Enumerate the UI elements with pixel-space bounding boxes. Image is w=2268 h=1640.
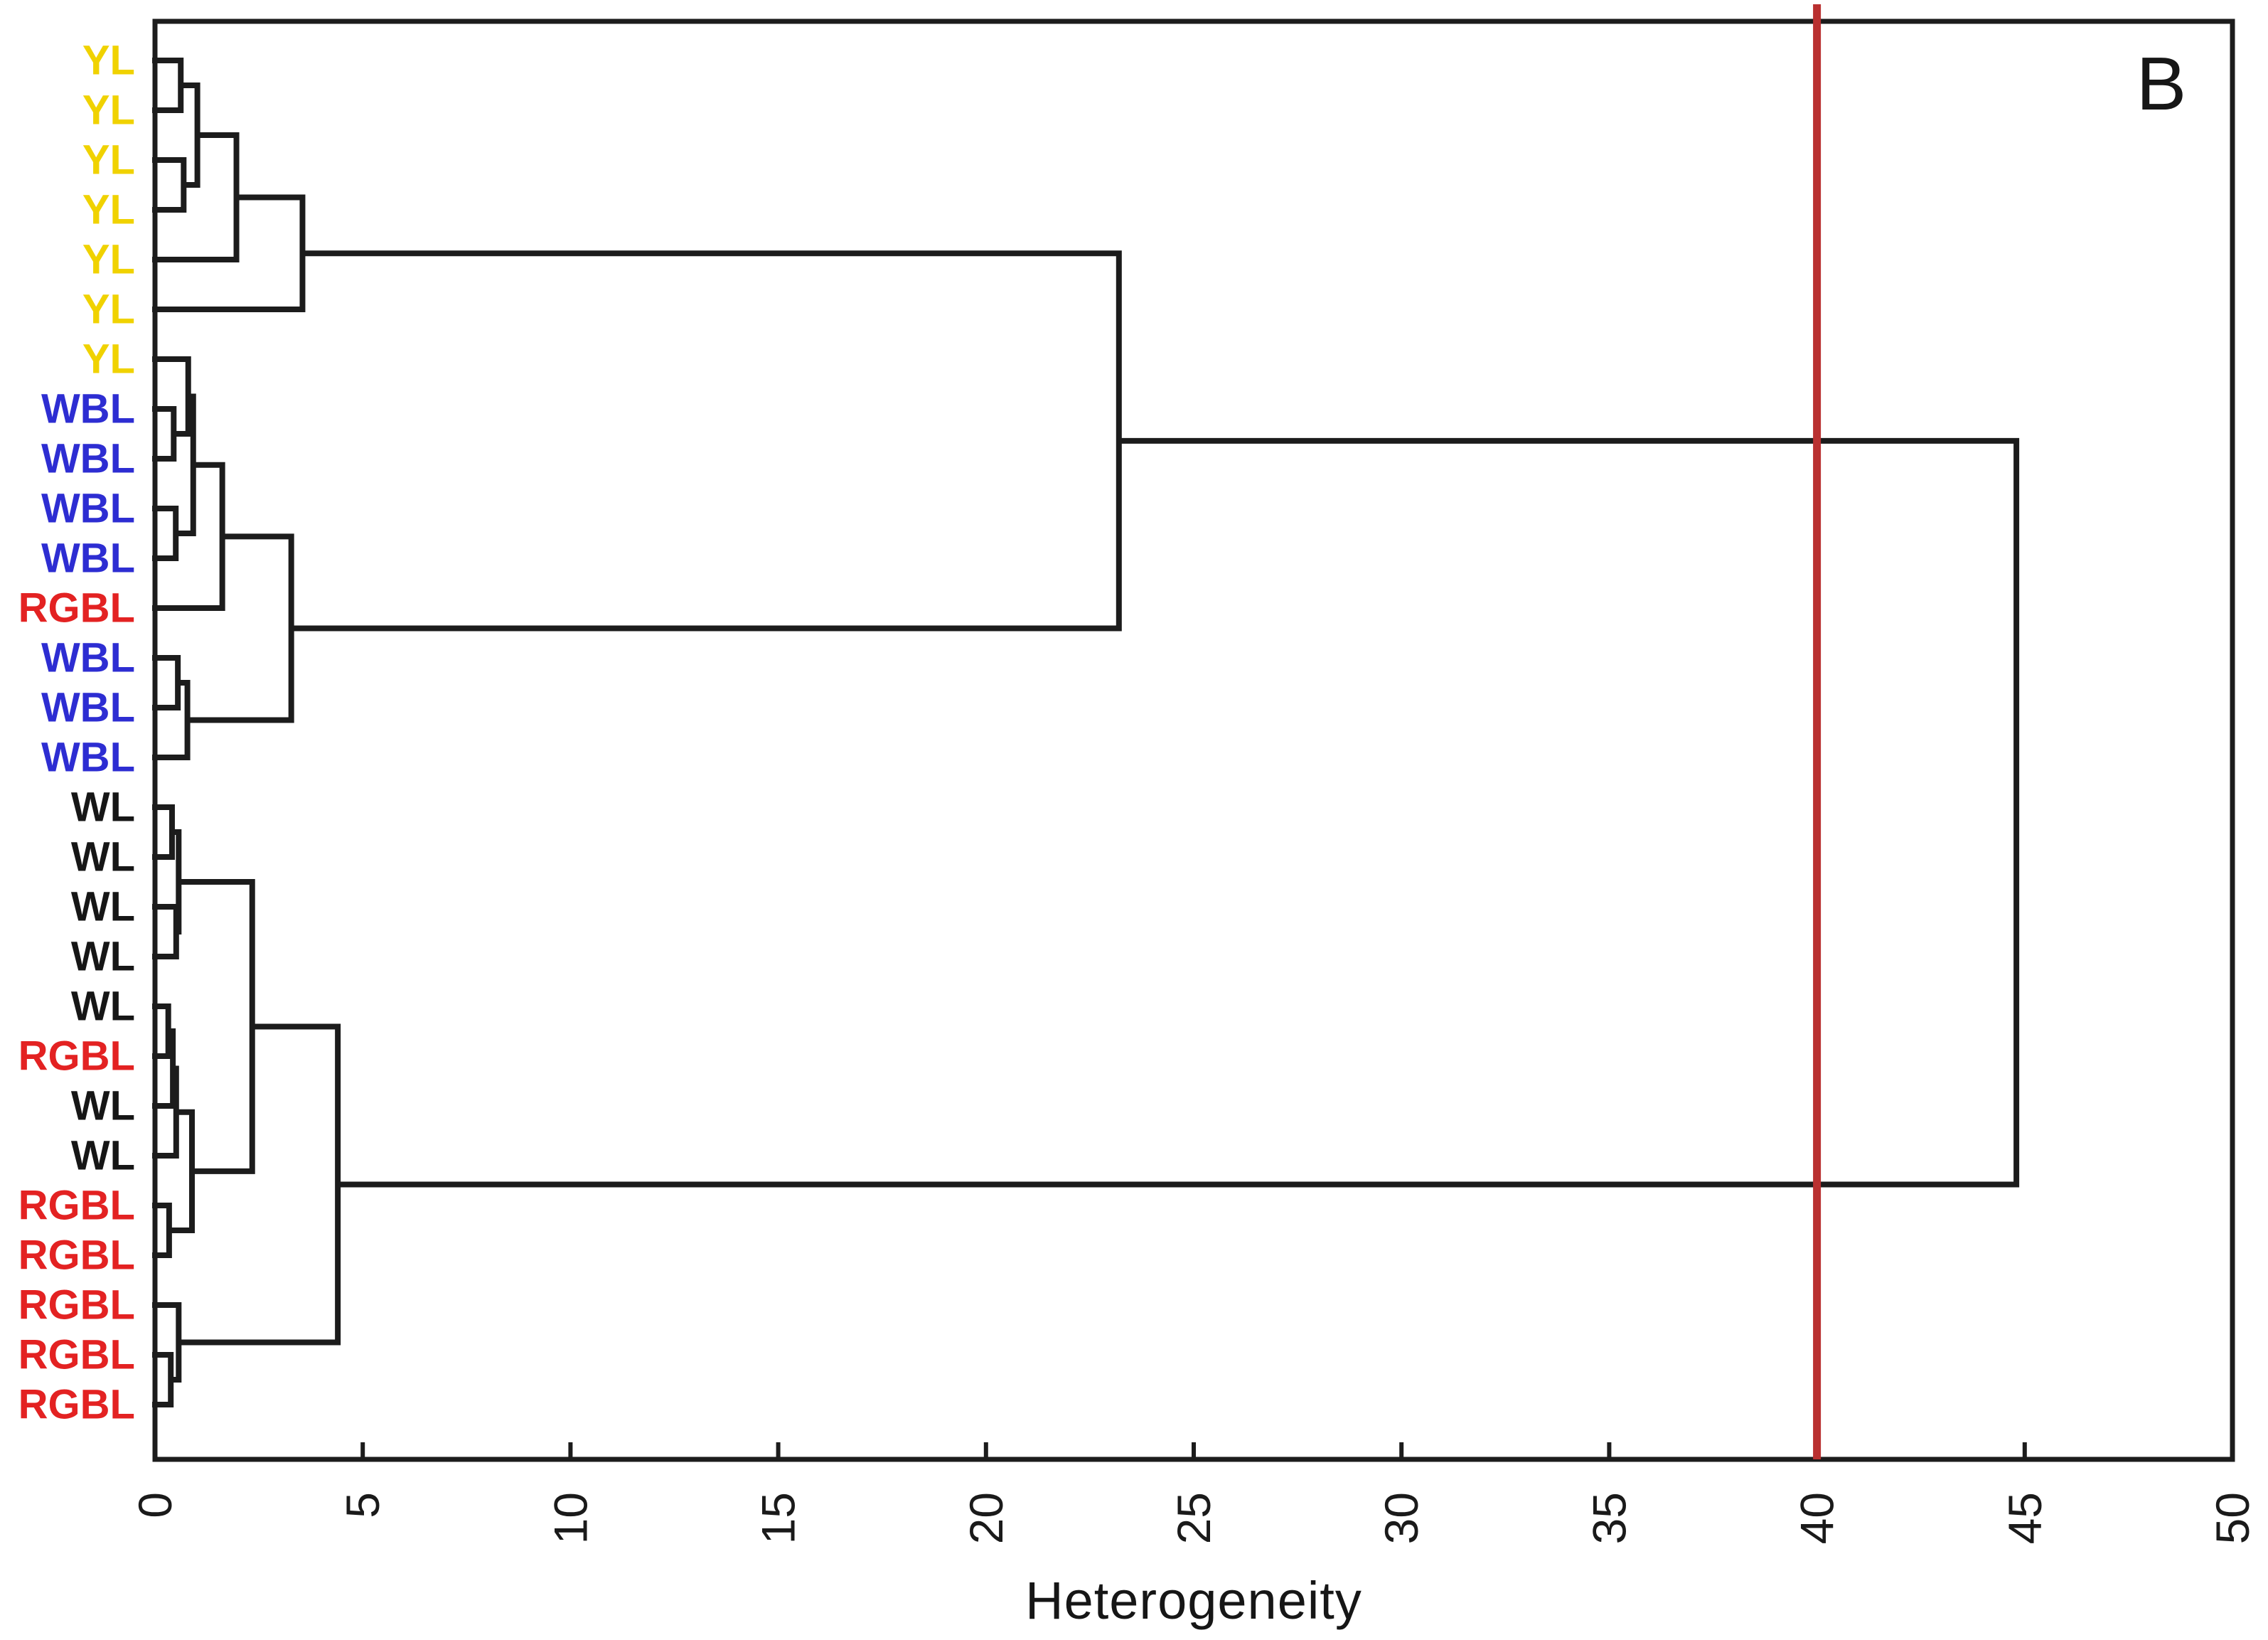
- leaf-label: WL: [71, 1133, 135, 1179]
- leaf-label: WBL: [41, 735, 135, 781]
- leaf-label: WL: [71, 984, 135, 1030]
- leaf-label: RGBL: [18, 1382, 135, 1428]
- x-axis-title: Heterogeneity: [1025, 1571, 1362, 1630]
- leaf-label: WL: [71, 934, 135, 980]
- leaf-label: RGBL: [18, 1033, 135, 1080]
- leaf-label: RGBL: [18, 1183, 135, 1229]
- leaf-label: RGBL: [18, 1332, 135, 1378]
- leaf-label: WBL: [41, 486, 135, 532]
- leaf-label: WL: [71, 784, 135, 831]
- leaf-label: WBL: [41, 386, 135, 432]
- leaf-label: YL: [82, 38, 135, 84]
- leaf-label: RGBL: [18, 585, 135, 632]
- x-axis-tick-label: 10: [544, 1492, 597, 1544]
- x-axis-tick-label: 45: [1999, 1492, 2051, 1544]
- leaf-label: WBL: [41, 685, 135, 731]
- leaf-label: YL: [82, 187, 135, 233]
- leaf-label: WL: [71, 884, 135, 930]
- x-axis-tick-label: 50: [2206, 1492, 2259, 1544]
- leaf-label: WBL: [41, 436, 135, 482]
- leaf-label: YL: [82, 287, 135, 333]
- leaf-label: WL: [71, 834, 135, 880]
- dendrogram-links: [152, 58, 2020, 1407]
- x-axis-tick-label: 30: [1375, 1492, 1428, 1544]
- leaf-label: YL: [82, 336, 135, 383]
- x-axis-tick-label: 20: [960, 1492, 1012, 1544]
- leaf-label: WL: [71, 1083, 135, 1129]
- x-axis-tick-label: 35: [1583, 1492, 1635, 1544]
- x-axis-tick-label: 15: [752, 1492, 805, 1544]
- x-axis-tick-label: 40: [1791, 1492, 1844, 1544]
- leaf-label: RGBL: [18, 1232, 135, 1279]
- plot-frame: [152, 18, 2235, 1462]
- x-axis-tick-label: 25: [1167, 1492, 1220, 1544]
- leaf-label: YL: [82, 87, 135, 134]
- leaf-label: YL: [82, 237, 135, 283]
- leaf-label: WBL: [41, 635, 135, 681]
- leaf-label: RGBL: [18, 1282, 135, 1328]
- x-axis-tick-label: 0: [129, 1492, 181, 1518]
- leaf-label: YL: [82, 137, 135, 183]
- panel-label: B: [2136, 42, 2187, 126]
- leaf-label: WBL: [41, 536, 135, 582]
- x-axis-tick-label: 5: [336, 1492, 389, 1518]
